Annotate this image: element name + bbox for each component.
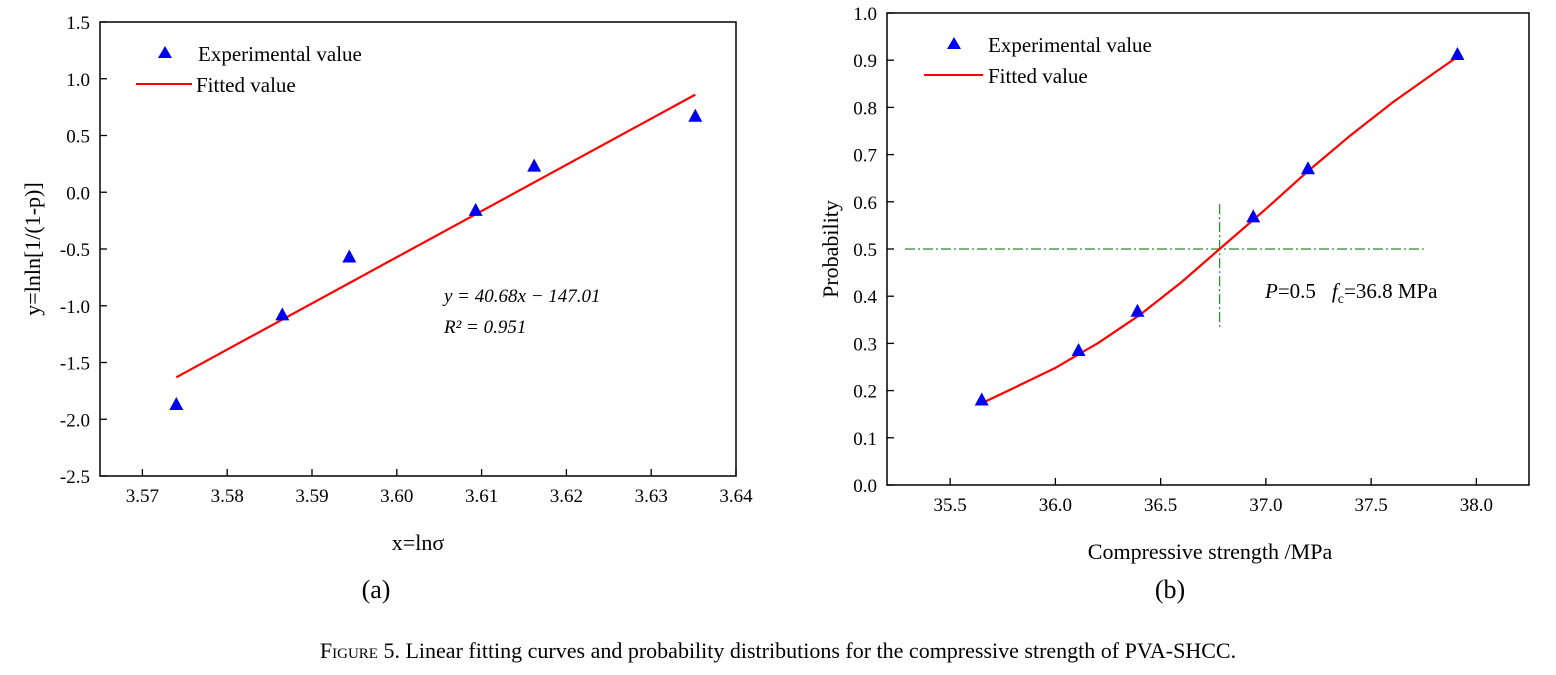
x-tick-label: 3.58	[211, 486, 244, 507]
legend-experimental-label: Experimental value	[198, 42, 362, 66]
fit-line	[175, 93, 696, 379]
data-point-marker	[1130, 303, 1145, 317]
legend-experimental-label: Experimental value	[988, 33, 1152, 57]
panel-b-markers	[974, 47, 1465, 406]
legend-fitted-label: Fitted value	[988, 64, 1088, 88]
x-tick-label: 38.0	[1460, 495, 1493, 516]
y-tick-label: -2.5	[60, 467, 90, 488]
y-tick-label: 1.0	[853, 4, 877, 25]
x-tick-label: 3.64	[719, 486, 753, 507]
panel-a-x-ticks: 3.57 3.58 3.59 3.60 3.61 3.62 3.63 3.64	[126, 469, 753, 507]
y-tick-label: 0.6	[853, 193, 877, 214]
panel-b-x-ticks: 35.5 36.0 36.5 37.0 37.5 38.0	[934, 478, 1493, 516]
panel-b-guide-lines	[905, 204, 1424, 327]
data-point-marker	[275, 307, 290, 321]
data-point-marker	[1450, 47, 1465, 61]
x-tick-label: 35.5	[934, 495, 967, 516]
legend-fitted-label: Fitted value	[196, 73, 296, 97]
x-tick-label: 3.63	[635, 486, 668, 507]
data-point-marker	[527, 158, 542, 172]
y-tick-label: 0.0	[66, 183, 90, 204]
panel-a-fit-line-group	[175, 93, 696, 379]
x-tick-label: 3.60	[380, 486, 413, 507]
data-point-marker	[688, 108, 703, 122]
figure-caption: Figure 5. Linear fitting curves and prob…	[320, 638, 1236, 663]
data-point-marker	[974, 392, 989, 406]
y-tick-label: 0.7	[853, 146, 877, 167]
x-tick-label: 3.62	[550, 486, 583, 507]
panel-b-chart: 35.5 36.0 36.5 37.0 37.5 38.0 0.0 0.1 0.2 0.3 0.4…	[818, 4, 1530, 604]
data-point-marker	[1071, 342, 1086, 356]
y-tick-label: -2.0	[60, 410, 90, 431]
y-tick-label: 0.9	[853, 51, 877, 72]
y-tick-label: 0.8	[853, 98, 877, 119]
panel-b-annotation: P=0.5 fc=36.8 MPa	[1264, 279, 1438, 307]
y-tick-label: -1.0	[60, 297, 90, 318]
y-tick-label: 0.3	[853, 334, 877, 355]
panel-a-markers	[169, 108, 703, 410]
x-tick-label: 36.5	[1144, 495, 1177, 516]
panel-a-y-ticks: -2.5 -2.0 -1.5 -1.0 -0.5 0.0 0.5 1.0 1.5	[60, 13, 107, 488]
panel-a-r-squared: R² = 0.951	[443, 317, 526, 338]
panel-b-label: (b)	[1155, 575, 1185, 604]
data-point-marker	[1300, 161, 1315, 175]
x-tick-label: 3.61	[465, 486, 498, 507]
x-tick-label: 37.0	[1249, 495, 1282, 516]
y-tick-label: 0.4	[853, 287, 877, 308]
y-tick-label: 1.0	[66, 70, 90, 91]
x-tick-label: 3.59	[295, 486, 328, 507]
y-tick-label: 0.5	[66, 127, 90, 148]
panel-b-y-axis-title: Probability	[818, 200, 843, 298]
y-tick-label: 1.5	[66, 13, 90, 34]
panel-b-x-axis-title: Compressive strength /MPa	[1088, 539, 1333, 564]
data-point-marker	[169, 396, 184, 410]
panel-b-legend: Experimental value Fitted value	[924, 33, 1152, 88]
legend-marker-icon	[158, 46, 172, 58]
y-tick-label: 0.0	[853, 476, 877, 497]
data-point-marker	[342, 249, 357, 263]
x-tick-label: 36.0	[1039, 495, 1072, 516]
fit-line	[981, 55, 1459, 405]
caption-prefix: Figure 5.	[320, 638, 400, 663]
y-tick-label: -0.5	[60, 240, 90, 261]
y-tick-label: 0.5	[853, 240, 877, 261]
caption-text: Linear fitting curves and probability di…	[400, 638, 1236, 663]
panel-b-y-ticks: 0.0 0.1 0.2 0.3 0.4 0.5 0.6 0.7 0.8 0.9 1.0	[853, 4, 894, 497]
x-tick-label: 37.5	[1355, 495, 1388, 516]
panel-b-fit-curve-group	[981, 55, 1459, 405]
panel-a-legend: Experimental value Fitted value	[136, 42, 362, 97]
y-tick-label: -1.5	[60, 354, 90, 375]
data-point-marker	[468, 202, 483, 216]
legend-marker-icon	[947, 37, 961, 49]
y-tick-label: 0.1	[853, 429, 877, 450]
panel-a-chart: 3.57 3.58 3.59 3.60 3.61 3.62 3.63 3.64 -2.5-2.…	[20, 13, 753, 604]
panel-a-equation: y = 40.68x − 147.01	[442, 286, 601, 307]
y-tick-label: 0.2	[853, 382, 877, 403]
panel-a-y-axis-title: y=lnln[1/(1-p)]	[20, 182, 45, 315]
panel-a-label: (a)	[362, 575, 391, 604]
x-tick-label: 3.57	[126, 486, 159, 507]
data-point-marker	[1246, 209, 1261, 223]
panel-a-x-axis-title: x=lnσ	[392, 530, 445, 555]
